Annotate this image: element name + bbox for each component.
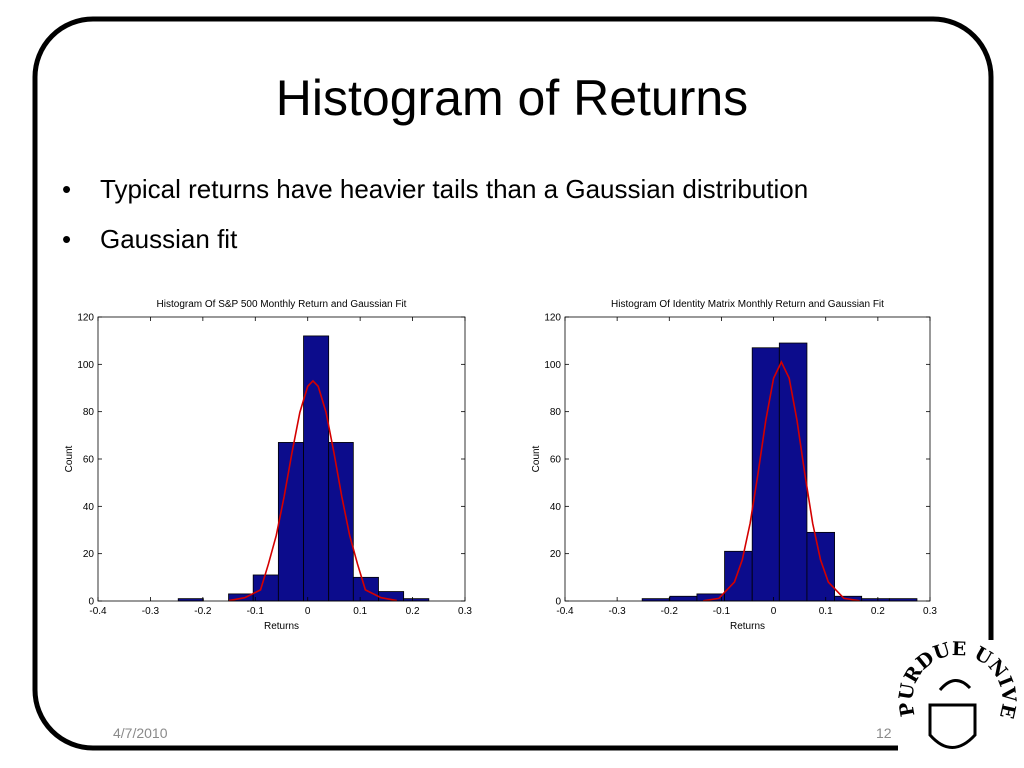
chart: -0.4 -0.3 -0.2 -0.1 0 0.1 0.2 0.3 0 20 40 60 80 100 12… (64, 299, 472, 632)
y-tick-label: 60 (83, 455, 95, 466)
x-tick-label: -0.2 (194, 606, 212, 617)
x-tick-label: -0.3 (142, 606, 160, 617)
slide-title: Histogram of Returns (276, 70, 748, 126)
bar (751, 347, 780, 602)
y-tick-label: 20 (83, 549, 95, 560)
x-tick-label: -0.4 (556, 606, 574, 617)
y-tick-label: 0 (555, 597, 561, 608)
y-tick-label: 80 (83, 407, 95, 418)
x-tick-label: -0.4 (89, 606, 107, 617)
bullet: Typical returns have heavier tails than … (100, 174, 808, 204)
bar (669, 595, 698, 602)
y-tick-label: 120 (77, 313, 94, 324)
page-number: 12 (876, 725, 892, 741)
y-tick-label: 20 (550, 549, 562, 560)
chart-title: Histogram Of S&P 500 Monthly Return and … (157, 299, 407, 310)
fit-line (703, 360, 860, 602)
x-axis-label: Returns (264, 621, 299, 632)
y-tick-label: 40 (83, 502, 95, 513)
bullet-dot: • (62, 224, 71, 254)
bullet: Gaussian fit (100, 224, 238, 254)
fit-line (228, 379, 397, 602)
x-tick-label: 0.2 (406, 606, 420, 617)
y-tick-label: 100 (77, 360, 94, 371)
logo-griffin (938, 679, 972, 691)
chart: -0.4 -0.3 -0.2 -0.1 0 0.1 0.2 0.3 0 20 40 60 80 100 12… (531, 299, 937, 632)
x-tick-label: 0 (771, 606, 777, 617)
y-tick-label: 0 (88, 597, 94, 608)
logo-shield (928, 703, 977, 749)
x-tick-label: -0.1 (713, 606, 731, 617)
bar (724, 550, 753, 602)
x-tick-label: -0.3 (609, 606, 627, 617)
date: 4/7/2010 (113, 725, 168, 741)
y-tick-label: 120 (544, 313, 561, 324)
y-tick-label: 80 (550, 407, 562, 418)
bullet-dot: • (62, 174, 71, 204)
y-axis-label: Count (531, 445, 542, 472)
y-tick-label: 100 (544, 360, 561, 371)
x-tick-label: 0.1 (819, 606, 833, 617)
bar (277, 442, 304, 602)
x-tick-label: 0.3 (923, 606, 937, 617)
x-tick-label: 0.1 (353, 606, 367, 617)
x-axis-label: Returns (730, 621, 765, 632)
x-tick-label: 0 (305, 606, 311, 617)
y-tick-label: 60 (550, 455, 562, 466)
y-tick-label: 40 (550, 502, 562, 513)
chart-title: Histogram Of Identity Matrix Monthly Ret… (611, 299, 884, 310)
bar (778, 342, 808, 602)
bar (806, 531, 835, 602)
x-tick-label: 0.2 (871, 606, 885, 617)
x-tick-label: 0.3 (458, 606, 472, 617)
bar (303, 335, 330, 602)
x-tick-label: -0.1 (247, 606, 265, 617)
bar (252, 574, 279, 602)
bar (328, 442, 354, 602)
x-tick-label: -0.2 (661, 606, 679, 617)
y-axis-label: Count (64, 445, 75, 472)
